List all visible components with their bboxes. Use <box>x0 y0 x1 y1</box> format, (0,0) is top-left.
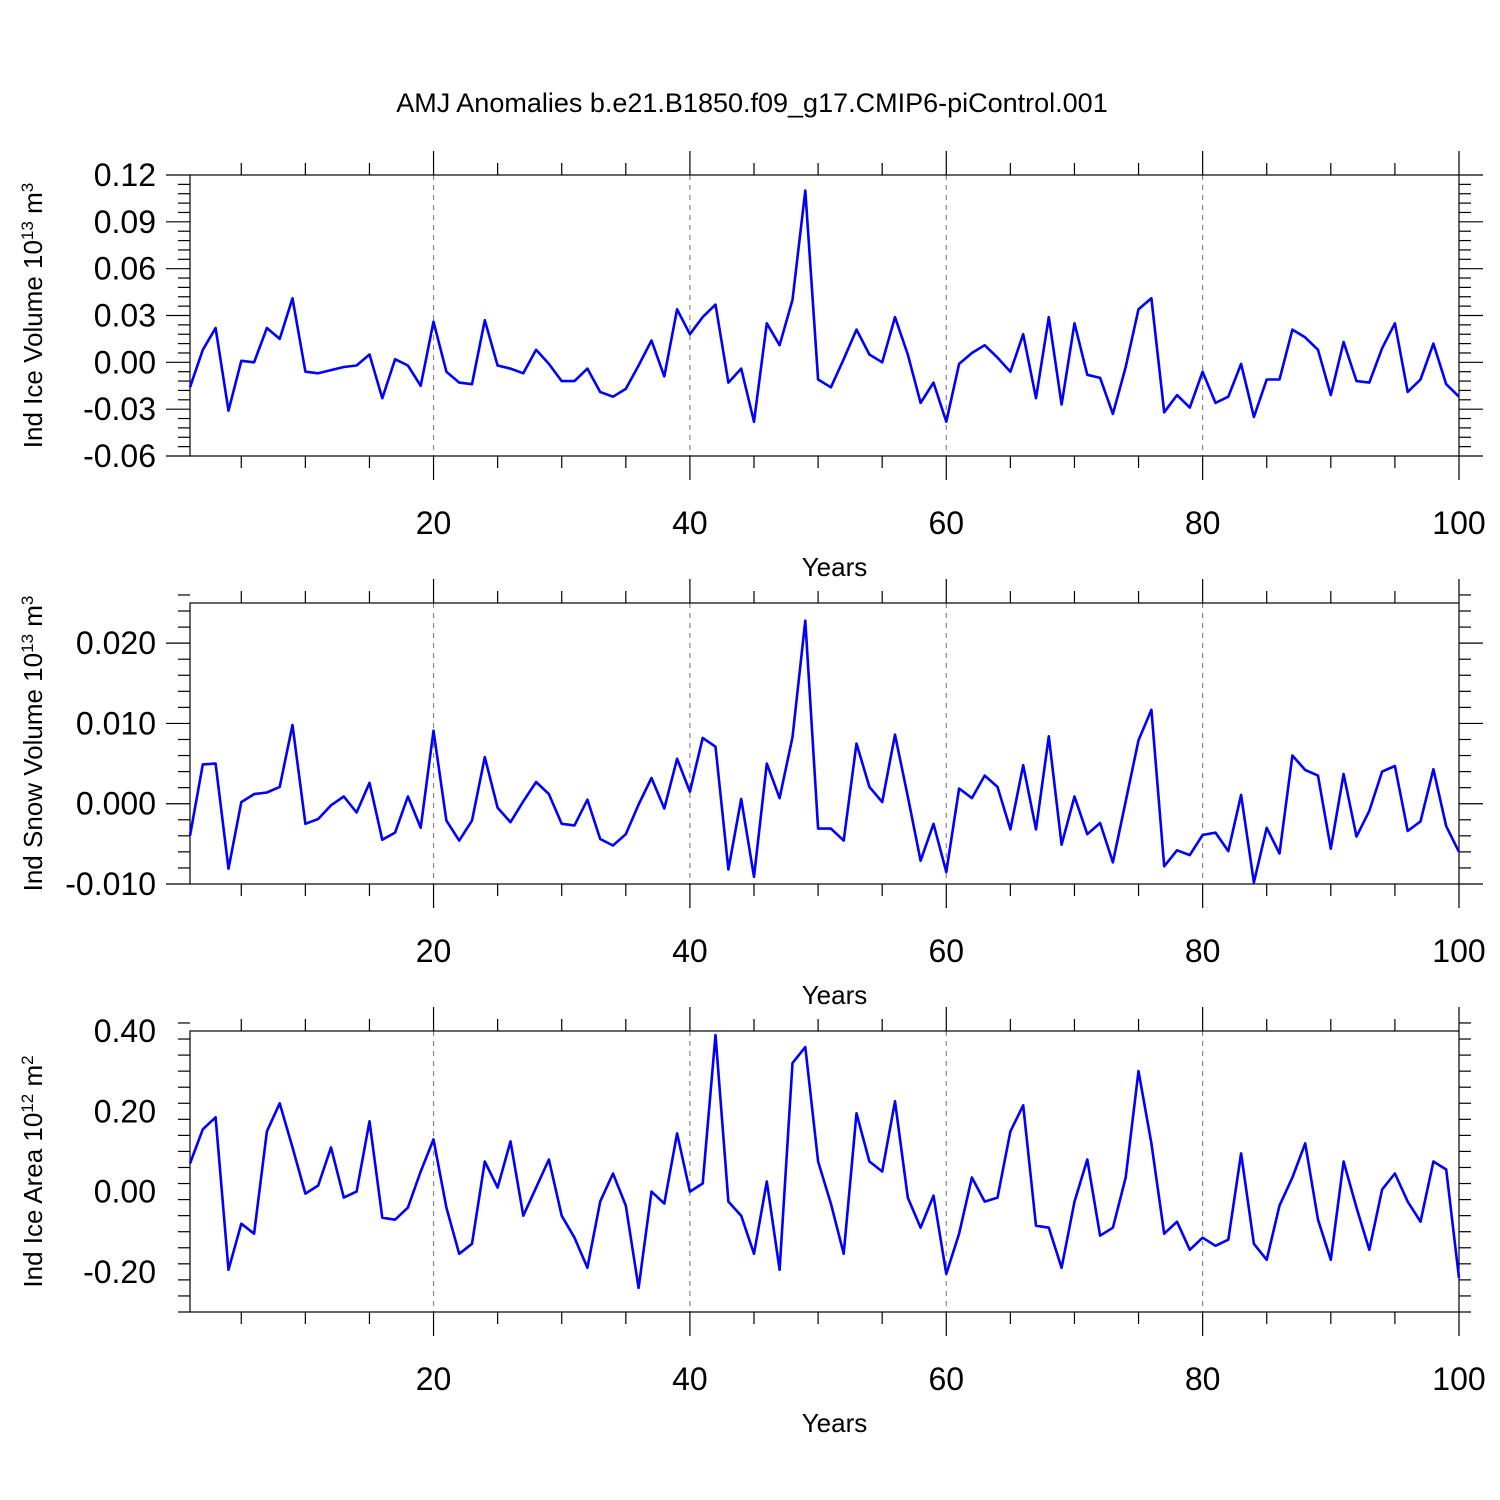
y-axis-label-superscript: 13 <box>18 634 37 653</box>
y-axis-label-text: Ind Ice Volume 10 <box>18 240 48 448</box>
y-tick-label: 0.09 <box>94 204 156 240</box>
panel-3: -0.20 0.00 0.20 0.40 20 40 60 80 100 Years Ind Ice… <box>18 1007 1486 1438</box>
x-axis-label: Years <box>802 980 868 1010</box>
y-axis-label-superscript: 2 <box>18 1055 37 1064</box>
y-axis-label-superscript: 3 <box>18 183 37 192</box>
x-tick-label: 80 <box>1185 1361 1221 1397</box>
y-tick-label: 0.12 <box>94 157 156 193</box>
x-tick-label: 40 <box>672 1361 708 1397</box>
plot-frame <box>189 602 1460 885</box>
chart-panels: -0.06 -0.03 0.00 0.03 0.06 0.09 0.12 20 40 60 80 10… <box>18 151 1486 1438</box>
x-tick-label: 40 <box>672 933 708 969</box>
series-line <box>188 619 1461 884</box>
x-tick-label: 60 <box>928 505 964 541</box>
x-axis-label: Years <box>802 1408 868 1438</box>
y-tick-label: -0.06 <box>83 438 156 474</box>
panel-1: -0.06 -0.03 0.00 0.03 0.06 0.09 0.12 20 40 60 80 10… <box>18 151 1486 582</box>
y-tick-label: -0.010 <box>65 866 156 902</box>
x-tick-label: 60 <box>928 933 964 969</box>
y-axis-label-text: m <box>18 1065 48 1094</box>
y-tick-label: 0.00 <box>94 1174 156 1210</box>
x-tick-label: 40 <box>672 505 708 541</box>
y-axis-label-text: m <box>18 192 48 221</box>
x-tick-label: 100 <box>1432 933 1485 969</box>
y-axis-label-superscript: 13 <box>18 221 37 240</box>
x-tick-label: 20 <box>416 505 452 541</box>
y-axis-label: Ind Ice Area 1012 m2 <box>18 1055 49 1287</box>
chart-title: AMJ Anomalies b.e21.B1850.f09_g17.CMIP6-… <box>396 88 1107 118</box>
y-axis-label-text: Ind Snow Volume 10 <box>18 653 48 892</box>
y-tick-label: 0.03 <box>94 298 156 334</box>
y-axis-label: Ind Ice Volume 1013 m3 <box>18 183 49 448</box>
panel-2: -0.010 0.000 0.010 0.020 20 40 60 80 100 Years Ind… <box>18 579 1486 1010</box>
y-tick-label: -0.20 <box>83 1254 156 1290</box>
y-axis-label-text: m <box>18 605 48 634</box>
y-tick-label: -0.03 <box>83 391 156 427</box>
x-tick-label: 100 <box>1432 1361 1485 1397</box>
y-tick-label: 0.40 <box>94 1013 156 1049</box>
y-tick-label: 0.20 <box>94 1093 156 1129</box>
y-tick-label: 0.010 <box>76 705 156 741</box>
x-tick-label: 80 <box>1185 505 1221 541</box>
y-tick-label: 0.00 <box>94 344 156 380</box>
y-tick-label: 0.000 <box>76 786 156 822</box>
y-axis-label-text: Ind Ice Area 10 <box>18 1113 48 1288</box>
series-line <box>188 1033 1461 1290</box>
x-tick-label: 20 <box>416 933 452 969</box>
series-line <box>188 189 1460 424</box>
x-tick-label: 20 <box>416 1361 452 1397</box>
x-tick-label: 80 <box>1185 933 1221 969</box>
x-tick-label: 100 <box>1432 505 1485 541</box>
y-axis-label: Ind Snow Volume 1013 m3 <box>18 596 49 892</box>
plot-frame <box>189 174 1460 457</box>
x-axis-label: Years <box>802 552 868 582</box>
y-tick-label: 0.06 <box>94 251 156 287</box>
y-axis-label-superscript: 12 <box>18 1094 37 1113</box>
x-tick-label: 60 <box>928 1361 964 1397</box>
plot-frame <box>189 1030 1460 1313</box>
y-tick-label: 0.020 <box>76 625 156 661</box>
y-axis-label-superscript: 3 <box>18 596 37 605</box>
